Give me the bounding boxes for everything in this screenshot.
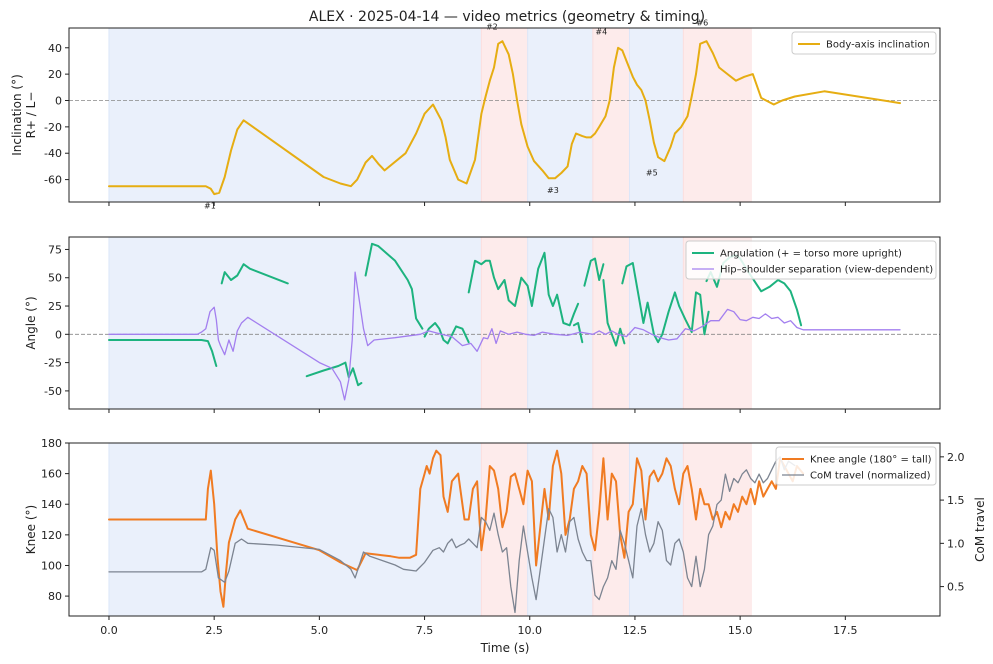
- phase-band-3: [592, 237, 630, 409]
- plot-area: [69, 28, 940, 202]
- x-tick-label-3: 7.5: [416, 624, 434, 637]
- y-axis-label-1: R+ / L−: [24, 92, 38, 139]
- y-tick-label-1: -25: [44, 357, 62, 370]
- axes-frame: [68, 442, 941, 617]
- series-line-0-seg-8: [602, 279, 626, 347]
- x-tick-label-6: 15.0: [728, 624, 753, 637]
- phase-band-3: [592, 28, 630, 202]
- y-tick-label-3: 0: [55, 95, 62, 108]
- x-axis-label: Time (s): [480, 641, 530, 655]
- plot-area: [108, 443, 805, 616]
- series-line-0-seg-1: [220, 263, 289, 285]
- legend-box: [685, 240, 937, 280]
- phase-band-2: [527, 28, 593, 202]
- phase-band-1: [481, 443, 528, 616]
- series-line-0-seg-7: [583, 257, 605, 287]
- series-line-0-seg-4: [423, 322, 470, 345]
- annotation-2: #3: [547, 186, 559, 195]
- phase-band-0: [108, 237, 482, 409]
- y-tick-label-3: 25: [48, 300, 62, 313]
- x-tick-label-2: 5.0: [311, 624, 329, 637]
- x-tick-label-5: 12.5: [623, 624, 648, 637]
- y-tick-label-0: 80: [48, 590, 62, 603]
- y-tick-label-2: 0: [55, 328, 62, 341]
- y-tick-label-5: 40: [48, 42, 62, 55]
- y2-tick-label-3: 2.0: [947, 451, 965, 464]
- series-line-1: [108, 456, 796, 614]
- phase-band-1: [481, 237, 528, 409]
- y-tick-label-0: -60: [44, 174, 62, 187]
- series-line-0-seg-3: [364, 242, 424, 330]
- y-axis-label-0: Knee (°): [24, 505, 38, 554]
- x-tick-label-0: 0.0: [100, 624, 118, 637]
- legend-box: [775, 446, 937, 486]
- axes-frame: [68, 236, 941, 410]
- x-tick-label-4: 10.0: [517, 624, 542, 637]
- series-line-0-seg-6: [572, 322, 584, 344]
- y-tick-label-5: 75: [48, 243, 62, 256]
- phase-band-1: [481, 28, 528, 202]
- y2-tick-label-1: 1.0: [947, 537, 965, 550]
- y-tick-label-2: -20: [44, 121, 62, 134]
- phase-band-0: [108, 443, 482, 616]
- inclination-panel: #1 #2 #3 #4 #5 #6 -60 -40 -20 0 20 40 Inclination (°…: [10, 18, 941, 211]
- legend-label-1: Hip–shoulder separation (view-dependent): [720, 265, 933, 276]
- axes-frame: [68, 27, 941, 203]
- y2-tick-label-0: 0.5: [947, 581, 965, 594]
- phase-band-4: [629, 237, 684, 409]
- figure-title: ALEX · 2025-04-14 — video metrics (geome…: [309, 9, 705, 25]
- knee-panel: 80 100 120 140 160 180 0.5 1.0 1.5 2.0 CoM travel 0…: [24, 437, 987, 637]
- x-tick-label-1: 2.5: [205, 624, 223, 637]
- annotation-4: #5: [646, 169, 658, 178]
- annotation-1: #2: [486, 22, 498, 31]
- x-tick-label-7: 17.5: [833, 624, 858, 637]
- legend-label-0: Body-axis inclination: [826, 40, 930, 51]
- phase-band-3: [592, 443, 630, 616]
- legend-label-1: CoM travel (normalized): [810, 471, 931, 482]
- phase-band-2: [527, 237, 593, 409]
- series-line-0-seg-9: [621, 262, 710, 344]
- phase-band-5: [683, 28, 752, 202]
- y-tick-label-1: 100: [41, 559, 62, 572]
- y-axis-label-0: Inclination (°): [10, 74, 24, 156]
- y-tick-label-5: 180: [41, 437, 62, 450]
- series-line-0: [108, 40, 901, 196]
- series-line-0: [108, 449, 805, 608]
- y-tick-label-3: 140: [41, 498, 62, 511]
- legend-label-0: Angulation (+ = torso more upright): [720, 249, 902, 260]
- phase-band-0: [108, 28, 482, 202]
- annotation-0: #1: [204, 202, 216, 211]
- y-tick-label-4: 20: [48, 68, 62, 81]
- y-axis-label-0: Angle (°): [24, 296, 38, 349]
- y-tick-label-4: 160: [41, 468, 62, 481]
- y-tick-label-0: -50: [44, 385, 62, 398]
- series-line-0-seg-2: [305, 361, 363, 387]
- y-tick-label-4: 50: [48, 272, 62, 285]
- angle-panel: -50 -25 0 25 50 75 Angle (°) Angulation (+ = to…: [24, 236, 941, 413]
- y2-axis-label: CoM travel: [973, 497, 987, 562]
- phase-band-5: [683, 443, 752, 616]
- annotation-5: #6: [696, 18, 708, 27]
- y2-tick-label-2: 1.5: [947, 494, 965, 507]
- annotation-3: #4: [595, 28, 607, 37]
- phase-band-4: [629, 28, 684, 202]
- legend-box: [791, 31, 937, 55]
- series-line-1: [108, 271, 901, 401]
- plot-area: [69, 237, 940, 409]
- legend-label-0: Knee angle (180° = tall): [810, 455, 932, 466]
- series-line-0-seg-5: [467, 251, 580, 327]
- series-line-0-seg-0: [108, 339, 218, 367]
- y-tick-label-1: -40: [44, 147, 62, 160]
- y-tick-label-2: 120: [41, 529, 62, 542]
